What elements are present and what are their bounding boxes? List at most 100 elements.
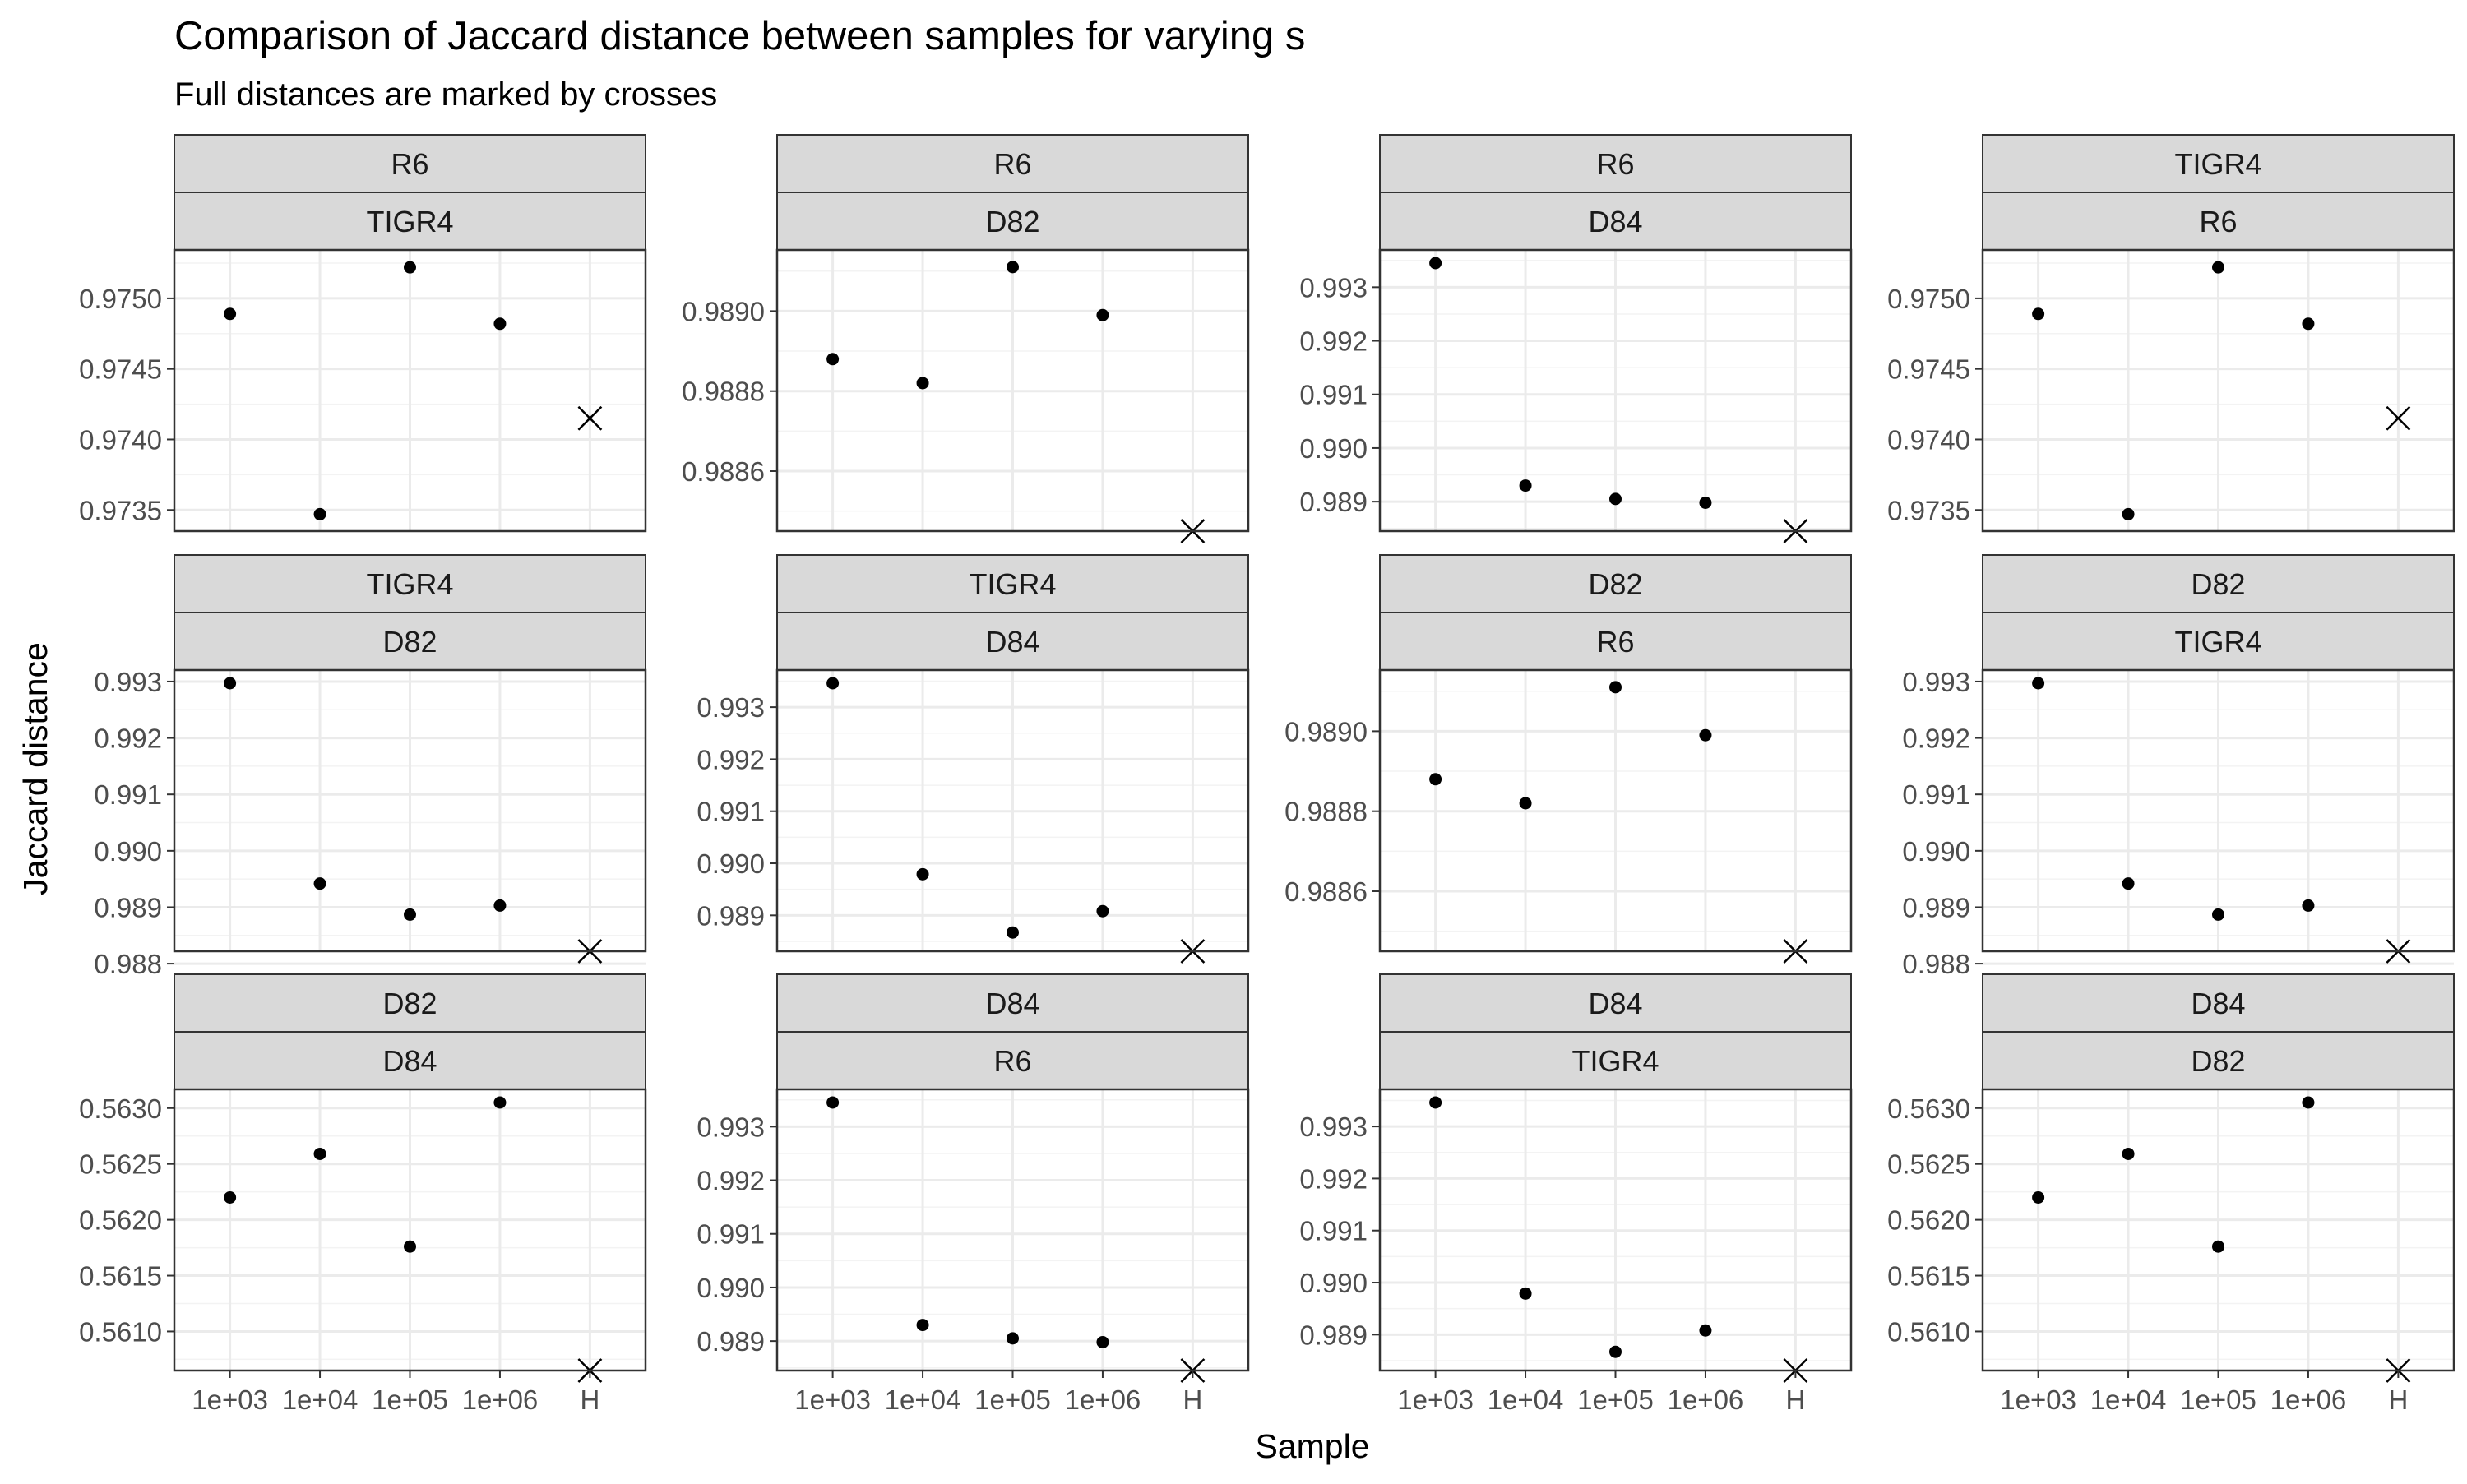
y-tick-label: 0.988 (94, 949, 162, 979)
facet-strip-bottom-label: D84 (1588, 205, 1642, 238)
facet-strip-top (1982, 134, 2455, 193)
data-point (1699, 728, 1712, 742)
facet-strip-bottom (1379, 1031, 1852, 1090)
x-tick-label: 1e+03 (794, 1385, 871, 1415)
data-point (2302, 317, 2315, 331)
facet-strip-top (1982, 973, 2455, 1033)
facet-panel: R6 D84 0.989 0.990 0.991 0.992 0.993 (1299, 134, 1853, 543)
facet-strip-top (776, 554, 1249, 613)
y-tick-label: 0.993 (1902, 667, 1970, 697)
full-distance-cross (2386, 405, 2411, 431)
panel-border (775, 248, 1250, 533)
facet-strip-bottom (1982, 612, 2455, 671)
x-tick-label: 1e+03 (1397, 1385, 1474, 1415)
facet-strip-top-label: TIGR4 (2174, 147, 2261, 181)
x-tick-label: 1e+05 (2180, 1385, 2256, 1415)
data-point (1429, 257, 1442, 270)
facet-panel: R6 TIGR4 0.9735 0.9740 0.9745 0.9750 (79, 134, 647, 533)
data-point (493, 1096, 507, 1109)
facet-strip-top (174, 554, 646, 613)
data-point (1699, 1324, 1712, 1337)
facet-strip-bottom-label: D82 (2191, 1044, 2245, 1078)
x-tick-label: H (580, 1385, 599, 1415)
data-point (313, 507, 326, 520)
y-tick-label: 0.991 (94, 779, 162, 810)
data-point (2032, 307, 2045, 321)
facet-panel: TIGR4 R6 0.9735 0.9740 0.9745 0.9750 (1887, 134, 2455, 533)
y-tick-label: 0.991 (1299, 1216, 1368, 1246)
data-point (1609, 1345, 1622, 1358)
x-tick-label: 1e+06 (2270, 1385, 2347, 1415)
data-point (2212, 908, 2224, 921)
facet-strip-top-label: D84 (1588, 987, 1642, 1020)
facet-panel: TIGR4 D84 0.989 0.990 0.991 0.992 0.993 (697, 554, 1250, 964)
panel-border (1981, 668, 2455, 953)
facet-panel: D84 D82 0.5610 0.5615 0.5620 0.5625 0.5630 1e+0… (1887, 973, 2455, 1415)
y-tick-label: 0.993 (94, 667, 162, 697)
facet-strip-top (1379, 973, 1852, 1033)
y-tick-label: 0.993 (1299, 272, 1368, 303)
y-tick-label: 0.9745 (1887, 354, 1970, 385)
facet-strip-bottom-label: TIGR4 (366, 205, 453, 238)
y-tick-label: 0.993 (697, 1112, 765, 1142)
y-tick-label: 0.9888 (682, 377, 765, 407)
x-tick-label: H (1785, 1385, 1805, 1415)
y-axis-title: Jaccard distance (16, 642, 54, 895)
facet-strip-top-label: D84 (985, 987, 1039, 1020)
full-distance-cross (577, 405, 603, 431)
facet-panel: R6 D82 0.9886 0.9888 0.9890 (682, 134, 1250, 543)
data-point (2302, 899, 2315, 912)
data-point (313, 1147, 326, 1160)
y-tick-label: 0.5630 (1887, 1093, 1970, 1124)
data-point (1519, 797, 1532, 810)
facet-strip-bottom (1379, 612, 1852, 671)
data-point (1609, 681, 1622, 694)
facet-strip-top (174, 134, 646, 193)
facet-strip-bottom (1379, 192, 1852, 251)
y-tick-label: 0.5610 (1887, 1316, 1970, 1347)
y-tick-label: 0.989 (94, 892, 162, 922)
y-tick-label: 0.990 (1299, 1268, 1368, 1298)
y-tick-label: 0.990 (1299, 433, 1368, 464)
facet-strip-top-label: D82 (1588, 567, 1642, 601)
facet-strip-bottom (174, 192, 646, 251)
data-point (313, 877, 326, 890)
data-point (826, 353, 840, 366)
y-tick-label: 0.991 (1902, 779, 1970, 810)
facet-strip-bottom-label: D84 (382, 1044, 437, 1078)
y-tick-label: 0.992 (1299, 1163, 1368, 1194)
facet-panel: D84 TIGR4 0.989 0.990 0.991 0.992 0.993 1e+03 1e… (1299, 973, 1853, 1415)
data-point (2122, 1147, 2135, 1160)
y-tick-label: 0.9750 (1887, 284, 1970, 314)
y-tick-label: 0.5620 (79, 1205, 162, 1236)
y-tick-label: 0.991 (1299, 380, 1368, 410)
y-tick-label: 0.5615 (1887, 1261, 1970, 1292)
data-point (1096, 904, 1109, 918)
y-tick-label: 0.9888 (1284, 797, 1368, 827)
data-point (1007, 1332, 1019, 1345)
y-tick-label: 0.9735 (79, 495, 162, 525)
x-tick-label: 1e+05 (1577, 1385, 1654, 1415)
y-tick-label: 0.992 (697, 744, 765, 774)
y-tick-label: 0.989 (697, 900, 765, 931)
data-point (2032, 1190, 2045, 1204)
facet-strip-top (1379, 134, 1852, 193)
facet-strip-top-label: TIGR4 (969, 567, 1056, 601)
y-tick-label: 0.9886 (1284, 876, 1368, 907)
x-tick-label: 1e+03 (192, 1385, 268, 1415)
facet-strip-top (1982, 554, 2455, 613)
facet-strip-bottom-label: TIGR4 (2174, 625, 2261, 659)
y-tick-label: 0.989 (1299, 1320, 1368, 1350)
facet-strip-top-label: D82 (2191, 567, 2245, 601)
chart-title: Comparison of Jaccard distance between s… (174, 14, 1305, 58)
facet-strip-top (174, 973, 646, 1033)
y-tick-label: 0.991 (697, 1219, 765, 1250)
facet-strip-top-label: R6 (993, 147, 1031, 181)
data-point (826, 677, 840, 690)
y-tick-label: 0.5625 (1887, 1149, 1970, 1180)
facet-strip-bottom (1982, 192, 2455, 251)
data-point (1096, 1335, 1109, 1348)
x-axis-title: Sample (1255, 1427, 1369, 1465)
panel-border (1378, 668, 1853, 953)
data-point (1429, 1096, 1442, 1109)
